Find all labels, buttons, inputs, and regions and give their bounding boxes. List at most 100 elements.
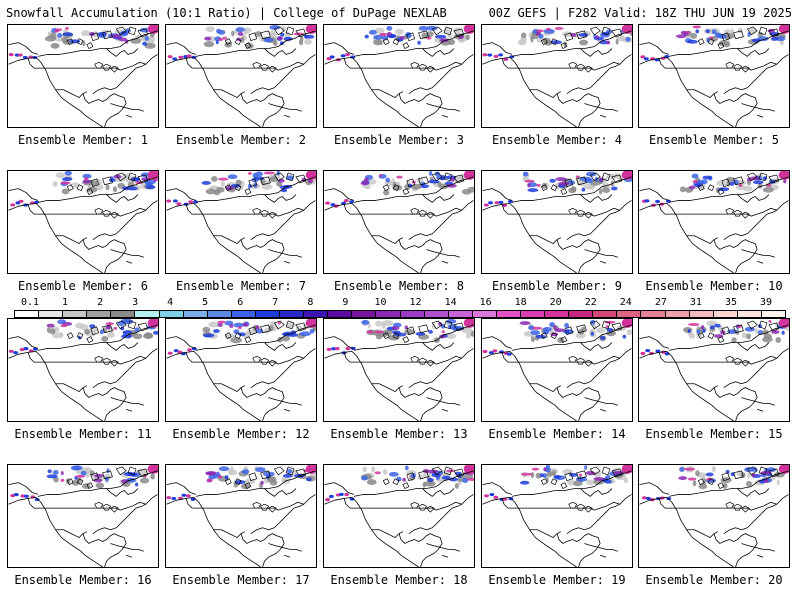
snowfall-colorbar <box>14 310 786 318</box>
arctic-islands <box>248 466 307 482</box>
colorbar-swatch <box>520 311 546 317</box>
colorbar-swatch <box>111 311 136 317</box>
snowfall-shading <box>482 25 632 61</box>
country-border <box>482 336 620 392</box>
north-america-map <box>482 319 632 421</box>
snowfall-shading <box>10 171 158 207</box>
arctic-islands <box>406 172 465 188</box>
ensemble-member-label: Ensemble Member: 13 <box>330 427 468 441</box>
snowfall-shading <box>641 171 789 207</box>
arctic-islands <box>248 172 307 188</box>
colorbar-tick-label: 6 <box>237 297 244 308</box>
snowfall-shading <box>326 319 474 355</box>
colorbar-tick-label: 0.1 <box>20 297 40 308</box>
country-border <box>8 336 146 392</box>
lakes <box>540 332 593 367</box>
colorbar-tick-label: 31 <box>689 297 702 308</box>
ensemble-member-map <box>323 24 475 128</box>
lakes <box>382 332 435 367</box>
colorbar-tick-label: 35 <box>724 297 738 308</box>
colorbar-tick-label: 14 <box>444 297 457 308</box>
arctic-islands <box>564 320 623 336</box>
coastline <box>166 470 316 567</box>
arctic-islands <box>90 320 149 336</box>
country-border <box>639 188 777 244</box>
arctic-islands <box>721 320 780 336</box>
arctic-islands <box>90 172 149 188</box>
ensemble-member-label: Ensemble Member: 3 <box>333 133 465 147</box>
north-america-map <box>639 465 789 567</box>
coastline <box>8 324 158 421</box>
colorbar-swatch <box>689 311 714 317</box>
ensemble-member-label: Ensemble Member: 7 <box>175 279 307 293</box>
snowfall-shading <box>10 465 158 502</box>
ensemble-member-label: Ensemble Member: 12 <box>172 427 310 441</box>
north-america-map <box>639 25 789 127</box>
coastline <box>8 30 158 127</box>
coastline <box>166 324 316 421</box>
north-america-map <box>324 465 474 567</box>
ensemble-member-map <box>481 170 633 274</box>
colorbar-swatch <box>713 311 738 317</box>
ensemble-member-map <box>481 24 633 128</box>
ensemble-member-map <box>7 318 159 422</box>
model-run-info: 00Z GEFS | F282 Valid: 18Z THU JUN 19 20… <box>488 6 792 20</box>
north-america-map <box>8 319 158 421</box>
country-border <box>639 336 777 392</box>
north-america-map <box>324 319 474 421</box>
colorbar-tick-label: 22 <box>584 297 597 308</box>
lakes <box>540 478 593 513</box>
country-border <box>8 42 146 98</box>
lakes <box>697 38 750 73</box>
ensemble-member-map <box>638 170 790 274</box>
ensemble-member-map <box>638 24 790 128</box>
coastline <box>166 176 316 273</box>
ensemble-member-map <box>323 170 475 274</box>
lakes <box>66 478 119 513</box>
snowfall-shading <box>484 465 632 501</box>
north-america-map <box>166 171 316 273</box>
colorbar-swatch <box>255 311 281 317</box>
country-border <box>482 188 620 244</box>
ensemble-member-map <box>165 24 317 128</box>
coastline <box>8 470 158 567</box>
north-america-map <box>166 465 316 567</box>
ensemble-member-map <box>7 170 159 274</box>
arctic-islands <box>248 320 307 336</box>
coastline <box>639 30 789 127</box>
colorbar-swatch <box>135 311 160 317</box>
country-border <box>324 42 462 98</box>
coastline <box>166 30 316 127</box>
arctic-islands <box>406 320 465 336</box>
north-america-map <box>166 319 316 421</box>
snowfall-shading <box>326 25 474 62</box>
colorbar-swatch <box>280 311 305 317</box>
north-america-map <box>639 319 789 421</box>
coastline <box>639 324 789 421</box>
country-border <box>166 336 304 392</box>
coastline <box>8 176 158 273</box>
arctic-islands <box>90 466 149 482</box>
arctic-islands <box>564 466 623 482</box>
colorbar-swatch <box>641 311 666 317</box>
coastline <box>324 324 474 421</box>
coastline <box>639 470 789 567</box>
lakes <box>224 38 277 73</box>
colorbar-swatch <box>376 311 401 317</box>
colorbar-swatch <box>87 311 112 317</box>
colorbar-tick-label: 1 <box>61 297 69 308</box>
colorbar-swatch <box>665 311 690 317</box>
country-border <box>166 42 304 98</box>
ensemble-member-map <box>165 170 317 274</box>
colorbar-swatch <box>207 311 232 317</box>
ensemble-member-label: Ensemble Member: 11 <box>14 427 152 441</box>
colorbar-swatch <box>593 311 618 317</box>
colorbar-swatch <box>400 311 425 317</box>
country-border <box>482 42 620 98</box>
colorbar-swatch <box>63 311 88 317</box>
colorbar-tick-label: 27 <box>654 297 667 308</box>
country-border <box>639 42 777 98</box>
ensemble-member-map <box>481 318 633 422</box>
lakes <box>697 332 750 367</box>
snowfall-shading <box>640 319 789 356</box>
